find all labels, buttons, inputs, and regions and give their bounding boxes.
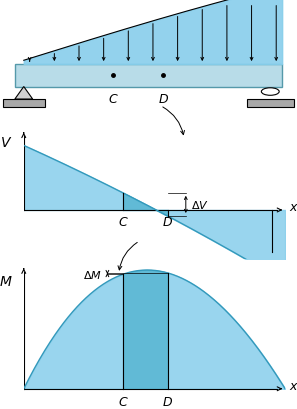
Text: V: V: [1, 135, 10, 149]
Text: x: x: [289, 379, 297, 392]
Circle shape: [261, 89, 279, 96]
Text: C: C: [108, 92, 117, 105]
Text: D: D: [159, 92, 168, 105]
Text: C: C: [119, 216, 127, 229]
Bar: [247, 100, 294, 107]
Text: $\Delta V$: $\Delta V$: [191, 199, 209, 211]
Text: $\Delta M$: $\Delta M$: [83, 268, 102, 280]
Text: C: C: [119, 395, 127, 408]
Text: D: D: [163, 395, 172, 408]
Bar: [15, 65, 282, 88]
Bar: [3, 100, 45, 107]
Text: D: D: [163, 216, 172, 229]
Text: x: x: [289, 201, 297, 214]
Polygon shape: [15, 88, 33, 100]
Text: M: M: [0, 274, 12, 288]
